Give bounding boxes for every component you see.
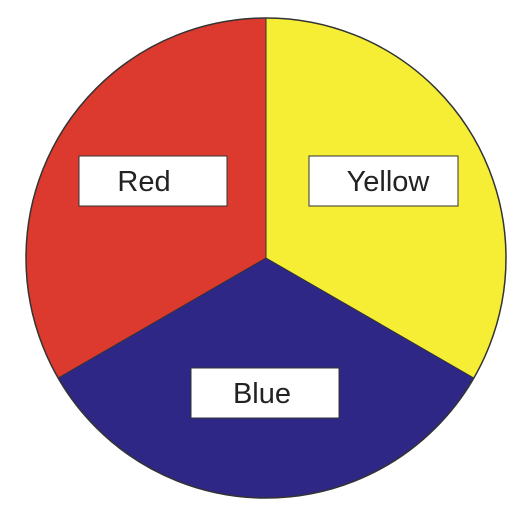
yellow-label-box: Yellow [308, 155, 459, 207]
red-label-box: Red [78, 155, 228, 207]
red-label: Red [117, 166, 170, 198]
divider-line [57, 257, 267, 379]
wheel-outline [25, 17, 507, 499]
divider-line [265, 257, 475, 379]
blue-label: Blue [233, 378, 291, 410]
blue-label-box: Blue [190, 367, 340, 419]
yellow-label: Yellow [347, 166, 431, 198]
